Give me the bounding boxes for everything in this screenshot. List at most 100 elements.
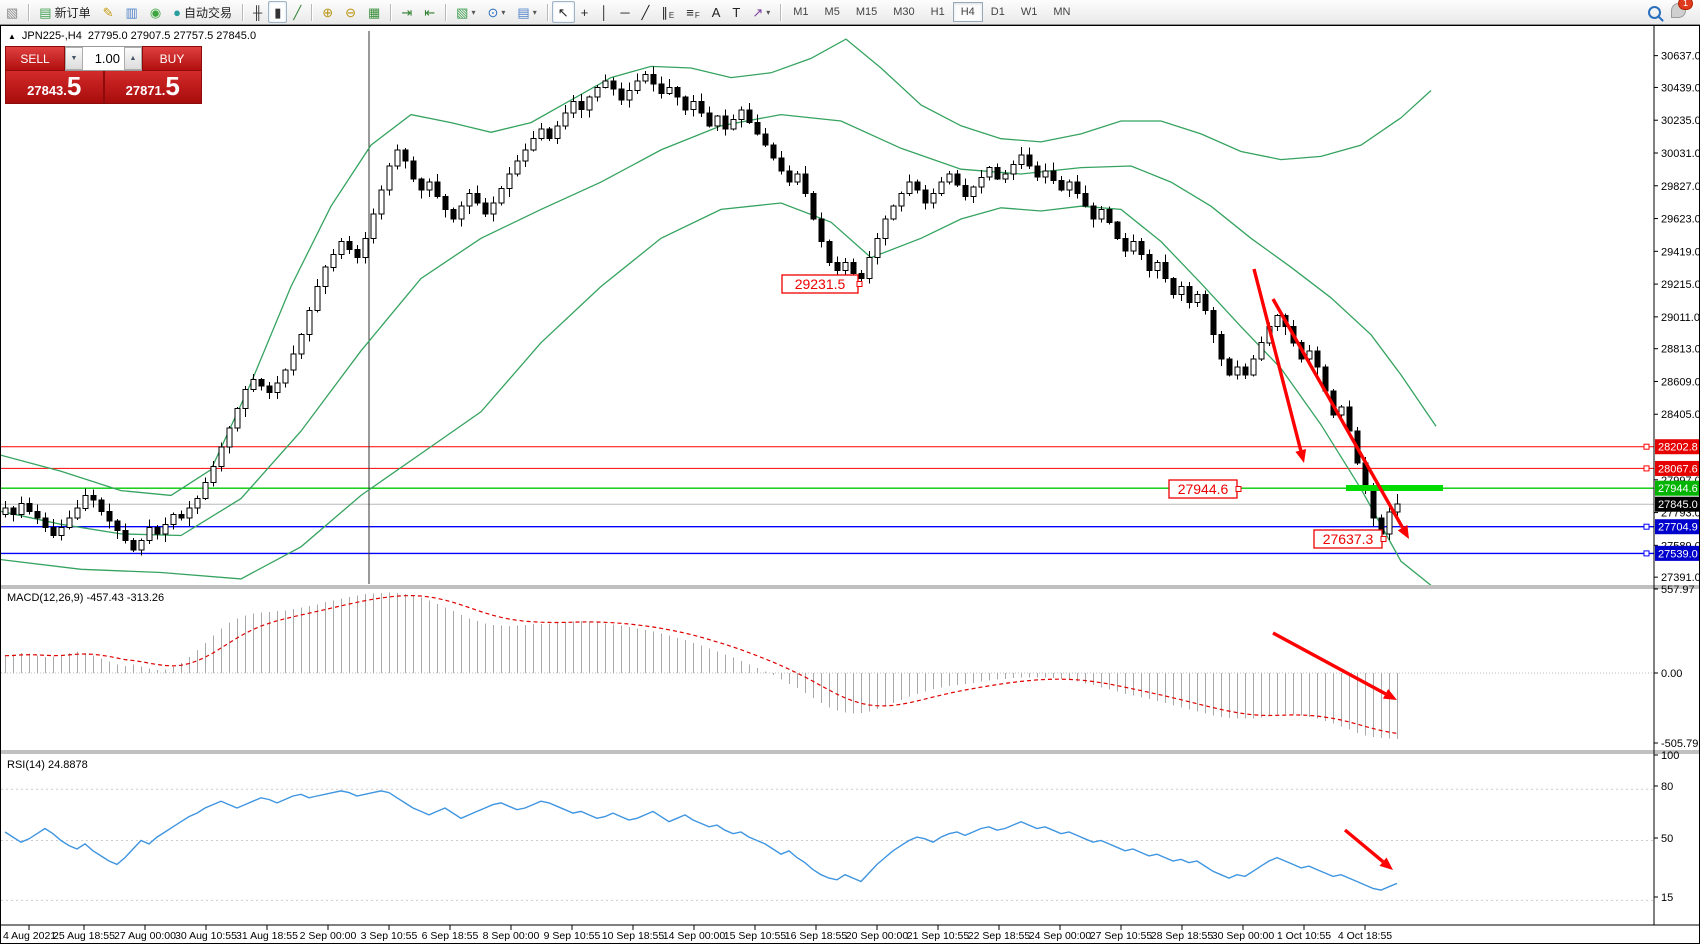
line-handle-28202.8[interactable]	[1643, 443, 1650, 450]
chart-shift-button[interactable]: ⇤	[418, 1, 441, 23]
trend-arrow[interactable]	[1271, 298, 1405, 529]
horizontal-line-button[interactable]: ─	[614, 1, 635, 23]
candle-down	[1138, 241, 1145, 255]
text-label-button[interactable]: T	[726, 1, 746, 23]
candle-down	[650, 73, 657, 85]
arrows-dropdown[interactable]: ↗ ▾	[746, 1, 776, 23]
notification-badge: 1	[1677, 0, 1693, 10]
sell-button[interactable]: SELL	[5, 46, 65, 71]
candle-up	[66, 517, 73, 529]
autotrading-button[interactable]: ● 自动交易	[167, 1, 238, 23]
candle-up	[1130, 241, 1137, 252]
sell-price[interactable]: 27843. 5	[5, 71, 104, 104]
price-callout-handle[interactable]	[1380, 536, 1387, 542]
candle-down	[1074, 181, 1081, 194]
community-icon[interactable]: ◉	[144, 1, 167, 23]
candle-up	[226, 427, 233, 448]
candle-down	[1202, 294, 1209, 312]
price-callout-handle[interactable]	[856, 281, 863, 287]
tile-windows-button[interactable]: ▦	[362, 1, 386, 23]
trend-arrow[interactable]	[1252, 268, 1303, 451]
time-tick-label: 27 Aug 00:00	[114, 930, 176, 942]
chart-canvas[interactable]: 29231.5 27944.6 27637.3 30637.0 30439.0 30235…	[1, 26, 1699, 943]
one-click-trading-panel: SELL ▼ 1.00 ▲ BUY 27843. 5 27871. 5	[5, 46, 202, 104]
timeframe-m30-button[interactable]: M30	[893, 6, 915, 18]
trend-arrow[interactable]	[1272, 631, 1387, 696]
crosshair-button[interactable]: +	[575, 1, 595, 23]
timeframe-h1-button[interactable]: H1	[930, 6, 945, 18]
timeframe-m15-button[interactable]: M15	[855, 6, 878, 18]
notifications-button[interactable]: 1	[1671, 0, 1693, 21]
candle-up	[498, 188, 505, 204]
volume-increase-button[interactable]: ▲	[124, 47, 142, 70]
trendline-button[interactable]: ╱	[636, 1, 656, 23]
cursor-button[interactable]: ↖	[551, 1, 575, 23]
candle-up	[426, 181, 433, 191]
time-tick-label: 9 Sep 10:55	[544, 930, 601, 942]
volume-input[interactable]: 1.00	[94, 51, 120, 66]
candle-up	[554, 125, 561, 140]
fibonacci-button[interactable]: ≡ F	[680, 1, 705, 23]
one-click-top-row: SELL ▼ 1.00 ▲ BUY	[5, 46, 202, 71]
candle-down	[994, 167, 1001, 180]
search-icon[interactable]	[1648, 5, 1661, 19]
candle-down	[1210, 310, 1217, 336]
candle-down	[762, 133, 769, 146]
line-chart-button[interactable]: ╱	[287, 1, 307, 23]
vertical-line-button[interactable]: │	[594, 1, 614, 23]
candle-down	[1114, 221, 1121, 239]
add-indicator-dropdown[interactable]: ▧ ▾	[450, 1, 481, 23]
candle-up	[1338, 406, 1345, 416]
toolbar-separator	[780, 3, 782, 21]
candle-down	[954, 173, 961, 186]
new-order-button[interactable]: ▤ 新订单	[33, 1, 96, 23]
new-order-button-icon: ▤	[39, 4, 52, 20]
candle-up	[690, 101, 697, 111]
green-support-segment[interactable]	[1346, 485, 1443, 491]
rsi-line	[4, 790, 1398, 891]
line-handle-27704.9[interactable]	[1643, 523, 1650, 530]
zoom-out-button[interactable]: ⊖	[339, 1, 362, 23]
text-button[interactable]: A	[706, 1, 727, 23]
timeframe-m5-button[interactable]: M5	[824, 6, 840, 18]
zoom-in-button[interactable]: ⊕	[316, 1, 339, 23]
metaeditor-icon[interactable]: ✎	[97, 1, 120, 23]
bar-chart-button[interactable]: ╫	[247, 1, 268, 23]
timeframe-mn-button[interactable]: MN	[1053, 6, 1071, 18]
macd-histogram	[5, 592, 1398, 739]
window-icon-partial[interactable]: ▧	[0, 1, 24, 23]
time-tick-label: 20 Sep 00:00	[846, 930, 909, 942]
time-tick-label: 2 Sep 00:00	[300, 930, 357, 942]
timeframe-w1-button[interactable]: W1	[1020, 6, 1038, 18]
candle-up	[530, 138, 537, 151]
time-tick-label: 22 Sep 18:55	[968, 930, 1031, 942]
trend-arrow[interactable]	[1343, 828, 1385, 863]
arrows-dropdown-icon: ↗	[752, 4, 764, 20]
candle-down	[1170, 278, 1177, 296]
chart-window-icon[interactable]: ▥	[120, 1, 144, 23]
channel-button[interactable]: ∥ E	[655, 1, 680, 23]
axis-price-flag	[1655, 439, 1699, 455]
line-handle-28067.6[interactable]	[1643, 465, 1650, 472]
axis-price-flag-text: 27704.9	[1658, 522, 1698, 534]
time-tick-label: 3 Sep 10:55	[361, 930, 418, 942]
candle-down	[1082, 192, 1089, 207]
macd-signal-line	[4, 594, 1398, 734]
volume-decrease-button[interactable]: ▼	[65, 47, 83, 70]
auto-scroll-button[interactable]: ⇥	[395, 1, 418, 23]
candle-down	[826, 241, 833, 263]
candle-up	[234, 408, 241, 429]
templates-dropdown[interactable]: ▤ ▾	[511, 1, 542, 23]
buy-price[interactable]: 27871. 5	[103, 71, 202, 104]
timeframe-h4-button[interactable]: H4	[952, 2, 983, 22]
timeframe-m1-button[interactable]: M1	[793, 6, 809, 18]
buy-button[interactable]: BUY	[142, 46, 202, 71]
candle-down	[154, 527, 161, 535]
timeframe-d1-button[interactable]: D1	[990, 6, 1005, 18]
periods-dropdown[interactable]: ⊙ ▾	[481, 1, 511, 23]
candlestick-button[interactable]: ▮	[268, 1, 288, 23]
candle-up	[138, 539, 145, 551]
price-callout-handle[interactable]	[1235, 486, 1242, 492]
candle-up	[194, 498, 201, 509]
line-handle-27539[interactable]	[1643, 550, 1650, 557]
